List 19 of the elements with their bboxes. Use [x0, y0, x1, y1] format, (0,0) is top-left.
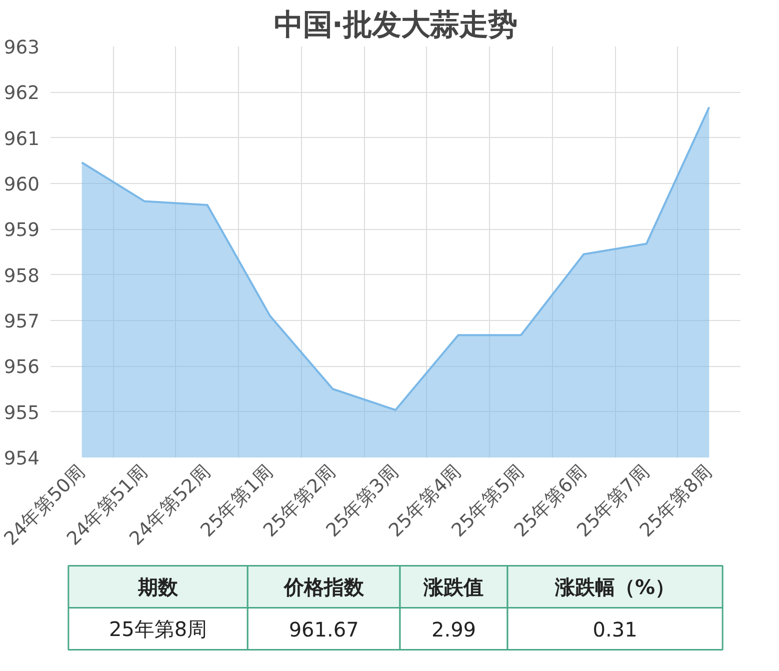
y-tick-label: 960: [4, 174, 40, 196]
text: 25年第8周: [108, 616, 208, 641]
y-tick-label: 955: [4, 402, 40, 424]
y-tick-label: 956: [4, 357, 40, 378]
y-tick-label: 963: [4, 38, 40, 58]
text: 涨跌值: [422, 574, 484, 599]
y-tick-label: 958: [4, 266, 40, 287]
text: 涨跌幅（%）: [554, 574, 676, 599]
chart-title: 中国·批发大蒜走势: [274, 8, 518, 42]
y-tick-label: 954: [4, 448, 40, 470]
y-tick-label: 962: [4, 83, 40, 104]
text: 期数: [137, 574, 180, 599]
text: 961.67: [288, 617, 359, 642]
y-tick-label: 959: [4, 220, 40, 242]
text: 2.99: [431, 617, 476, 642]
text: 价格指数: [282, 574, 365, 599]
text: 0.31: [592, 617, 638, 642]
y-tick-label: 957: [4, 312, 40, 332]
y-tick-label: 961: [4, 128, 40, 150]
